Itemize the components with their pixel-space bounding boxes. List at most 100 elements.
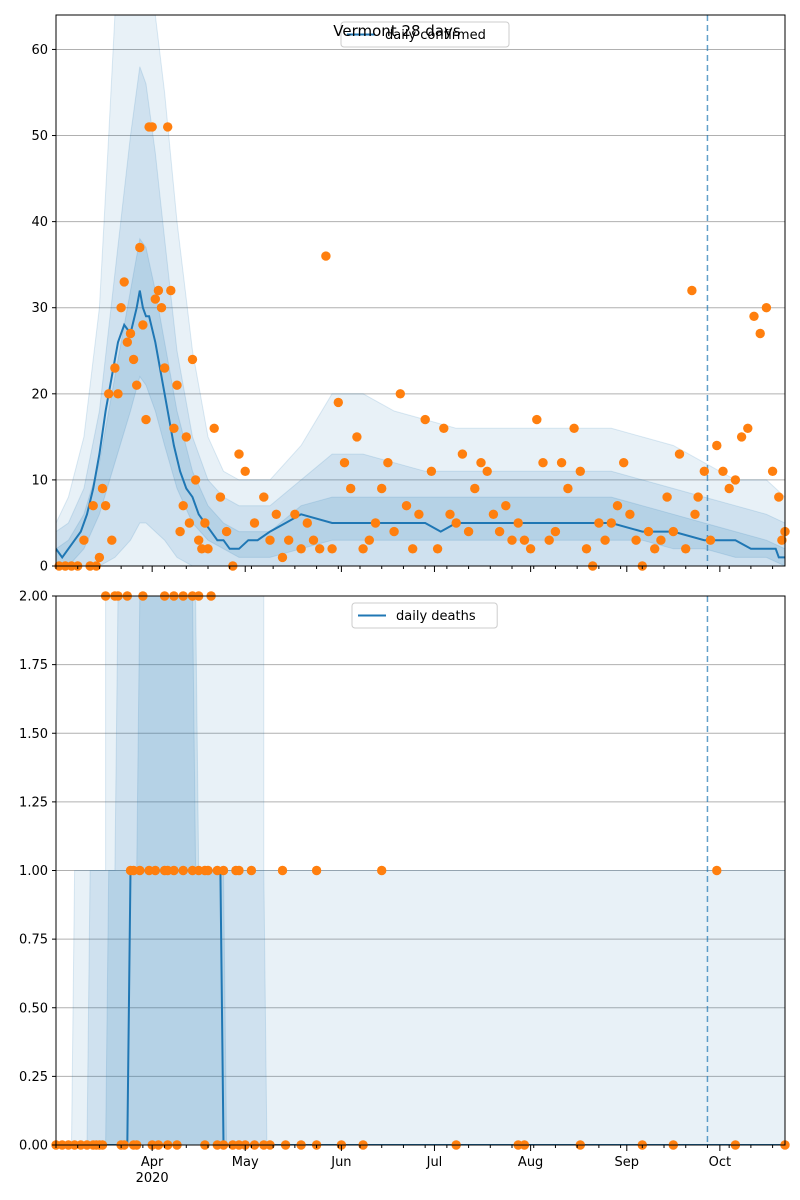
uncertainty-band-middle [56, 596, 785, 1145]
data-point [699, 466, 709, 476]
data-point [79, 535, 89, 545]
uncertainty-band-outer [56, 15, 785, 566]
data-point [169, 865, 179, 876]
data-point [175, 526, 185, 537]
data-point [166, 285, 176, 296]
ytick-label: 0.25 [19, 1070, 48, 1085]
ytick-label: 20 [31, 387, 48, 402]
data-point [712, 440, 722, 451]
data-point [138, 320, 148, 330]
data-point [712, 865, 722, 876]
data-point [767, 466, 778, 476]
data-point [687, 285, 697, 296]
data-point [234, 449, 244, 459]
data-point [97, 483, 108, 494]
data-point [315, 544, 325, 554]
data-point [104, 389, 114, 399]
data-point [556, 458, 567, 468]
data-point [187, 354, 198, 365]
data-point [650, 544, 660, 554]
data-point [184, 518, 195, 528]
data-point [125, 328, 136, 339]
data-point [156, 303, 167, 313]
ytick-label: 40 [31, 215, 48, 230]
data-point [674, 449, 685, 459]
data-point [194, 535, 204, 545]
data-point [619, 458, 629, 468]
chart-title: Vermont 28 days [333, 22, 461, 40]
legend-box [351, 602, 498, 629]
data-point [482, 466, 492, 476]
data-point [668, 526, 678, 537]
observed-points [54, 122, 790, 571]
data-point [774, 492, 784, 502]
data-point [240, 466, 250, 476]
ytick-label: 1.25 [19, 795, 48, 810]
xtick-label: Sep [615, 1155, 640, 1170]
data-point [777, 535, 787, 545]
data-point [122, 337, 132, 347]
data-point [544, 535, 554, 545]
legend: daily deaths [351, 602, 498, 629]
observed-points [51, 591, 790, 1150]
data-point [221, 526, 232, 537]
data-point [271, 509, 281, 519]
data-point [761, 303, 772, 313]
data-point [277, 552, 288, 563]
plot-area [56, 15, 785, 566]
ytick-label: 1.00 [19, 864, 48, 879]
confirmed-panel: 0 10 20 30 40 50 60 daily confirmed [31, 14, 790, 575]
data-point [612, 501, 623, 511]
data-point [463, 526, 474, 537]
data-point [321, 251, 331, 261]
xtick-label: Oct [709, 1155, 731, 1170]
data-point [693, 492, 703, 502]
data-point [163, 122, 173, 132]
legend-label: daily confirmed [385, 28, 486, 43]
data-point [575, 466, 585, 476]
data-point [550, 526, 561, 537]
data-point [119, 277, 129, 287]
data-point [181, 432, 191, 442]
data-point [563, 483, 573, 494]
data-point [308, 535, 319, 545]
data-point [128, 354, 139, 365]
data-point [377, 483, 387, 494]
data-point [88, 501, 98, 511]
data-point [401, 501, 412, 511]
legend-box [340, 21, 510, 48]
data-point [383, 458, 393, 468]
data-point [414, 509, 424, 519]
data-point [135, 242, 145, 253]
data-point [705, 535, 716, 545]
ytick-label: 1.50 [19, 727, 48, 742]
data-point [290, 509, 300, 519]
data-point [457, 449, 468, 459]
data-point [169, 423, 179, 433]
data-point [94, 552, 105, 563]
data-point [519, 535, 530, 545]
data-point [327, 544, 337, 554]
data-point [113, 389, 123, 399]
data-point [150, 865, 160, 876]
uncertainty-band-inner [56, 237, 785, 566]
data-point [311, 865, 322, 876]
ytick-label: 10 [31, 473, 48, 488]
data-point [215, 492, 226, 502]
data-point [377, 865, 387, 876]
data-point [656, 535, 666, 545]
data-point [507, 535, 517, 545]
data-point [432, 544, 443, 554]
data-point [147, 122, 157, 132]
data-point [200, 518, 210, 528]
data-point [333, 397, 343, 408]
data-point [364, 535, 374, 545]
data-point [690, 509, 700, 519]
data-point [153, 285, 164, 296]
data-point [178, 865, 188, 876]
data-point [346, 483, 356, 494]
data-point [408, 544, 418, 554]
ytick-label: 1.75 [19, 658, 48, 673]
xtick-year-label: 2020 [136, 1171, 169, 1186]
data-point [439, 423, 449, 433]
